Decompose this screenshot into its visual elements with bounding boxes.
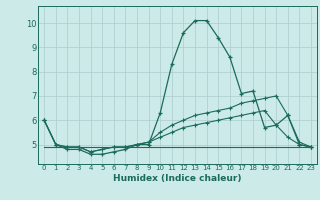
X-axis label: Humidex (Indice chaleur): Humidex (Indice chaleur) (113, 174, 242, 183)
